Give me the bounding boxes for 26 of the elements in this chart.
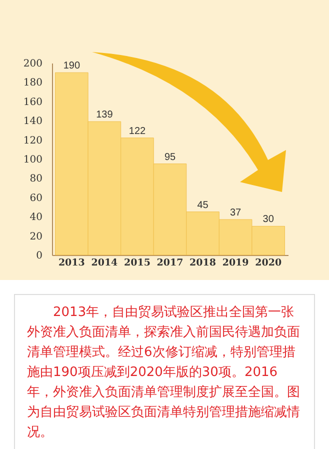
y-tick-label: 80 [30, 174, 42, 185]
y-tick-label: 100 [23, 154, 42, 166]
y-tick-label: 140 [23, 116, 42, 128]
x-tick-label: 2017 [156, 258, 184, 268]
data-label: 37 [230, 207, 242, 218]
data-label: 139 [96, 110, 114, 121]
y-tick-label: 40 [30, 212, 42, 224]
data-label: 30 [262, 214, 274, 226]
text: 2013年，自由贸易试验区推出全国第一张外资准入负面清单，探索准入前国民待遇加负面清单管理模式。经过6次修订缩减，特别管理措施由190项压减到2020年版的30项。2016年，外资准入负面清单管理制度扩展至全国。图为自由贸易试验区负面清单特别管理措施缩减情况。 [14, 294, 315, 449]
y-tick-label: 200 [23, 58, 42, 70]
y-tick-label: 60 [30, 192, 42, 204]
y-tick-label: 0 [36, 250, 42, 262]
y-tick-label: 180 [23, 78, 42, 89]
y-tick-label: 160 [23, 96, 42, 108]
y-tick-label: 120 [23, 135, 42, 146]
data-label: 190 [63, 60, 80, 72]
x-tick-label: 2013 [58, 258, 85, 268]
data-label: 122 [128, 126, 146, 137]
data-label: 95 [164, 152, 176, 163]
x-tick-label: 2015 [124, 258, 150, 268]
y-tick-label: 20 [30, 231, 42, 242]
x-tick-label: 2018 [190, 258, 216, 268]
x-tick-label: 2020 [255, 258, 282, 268]
data-label: 45 [197, 200, 209, 211]
x-tick-label: 2014 [91, 258, 118, 268]
x-tick-label: 2019 [222, 258, 250, 268]
